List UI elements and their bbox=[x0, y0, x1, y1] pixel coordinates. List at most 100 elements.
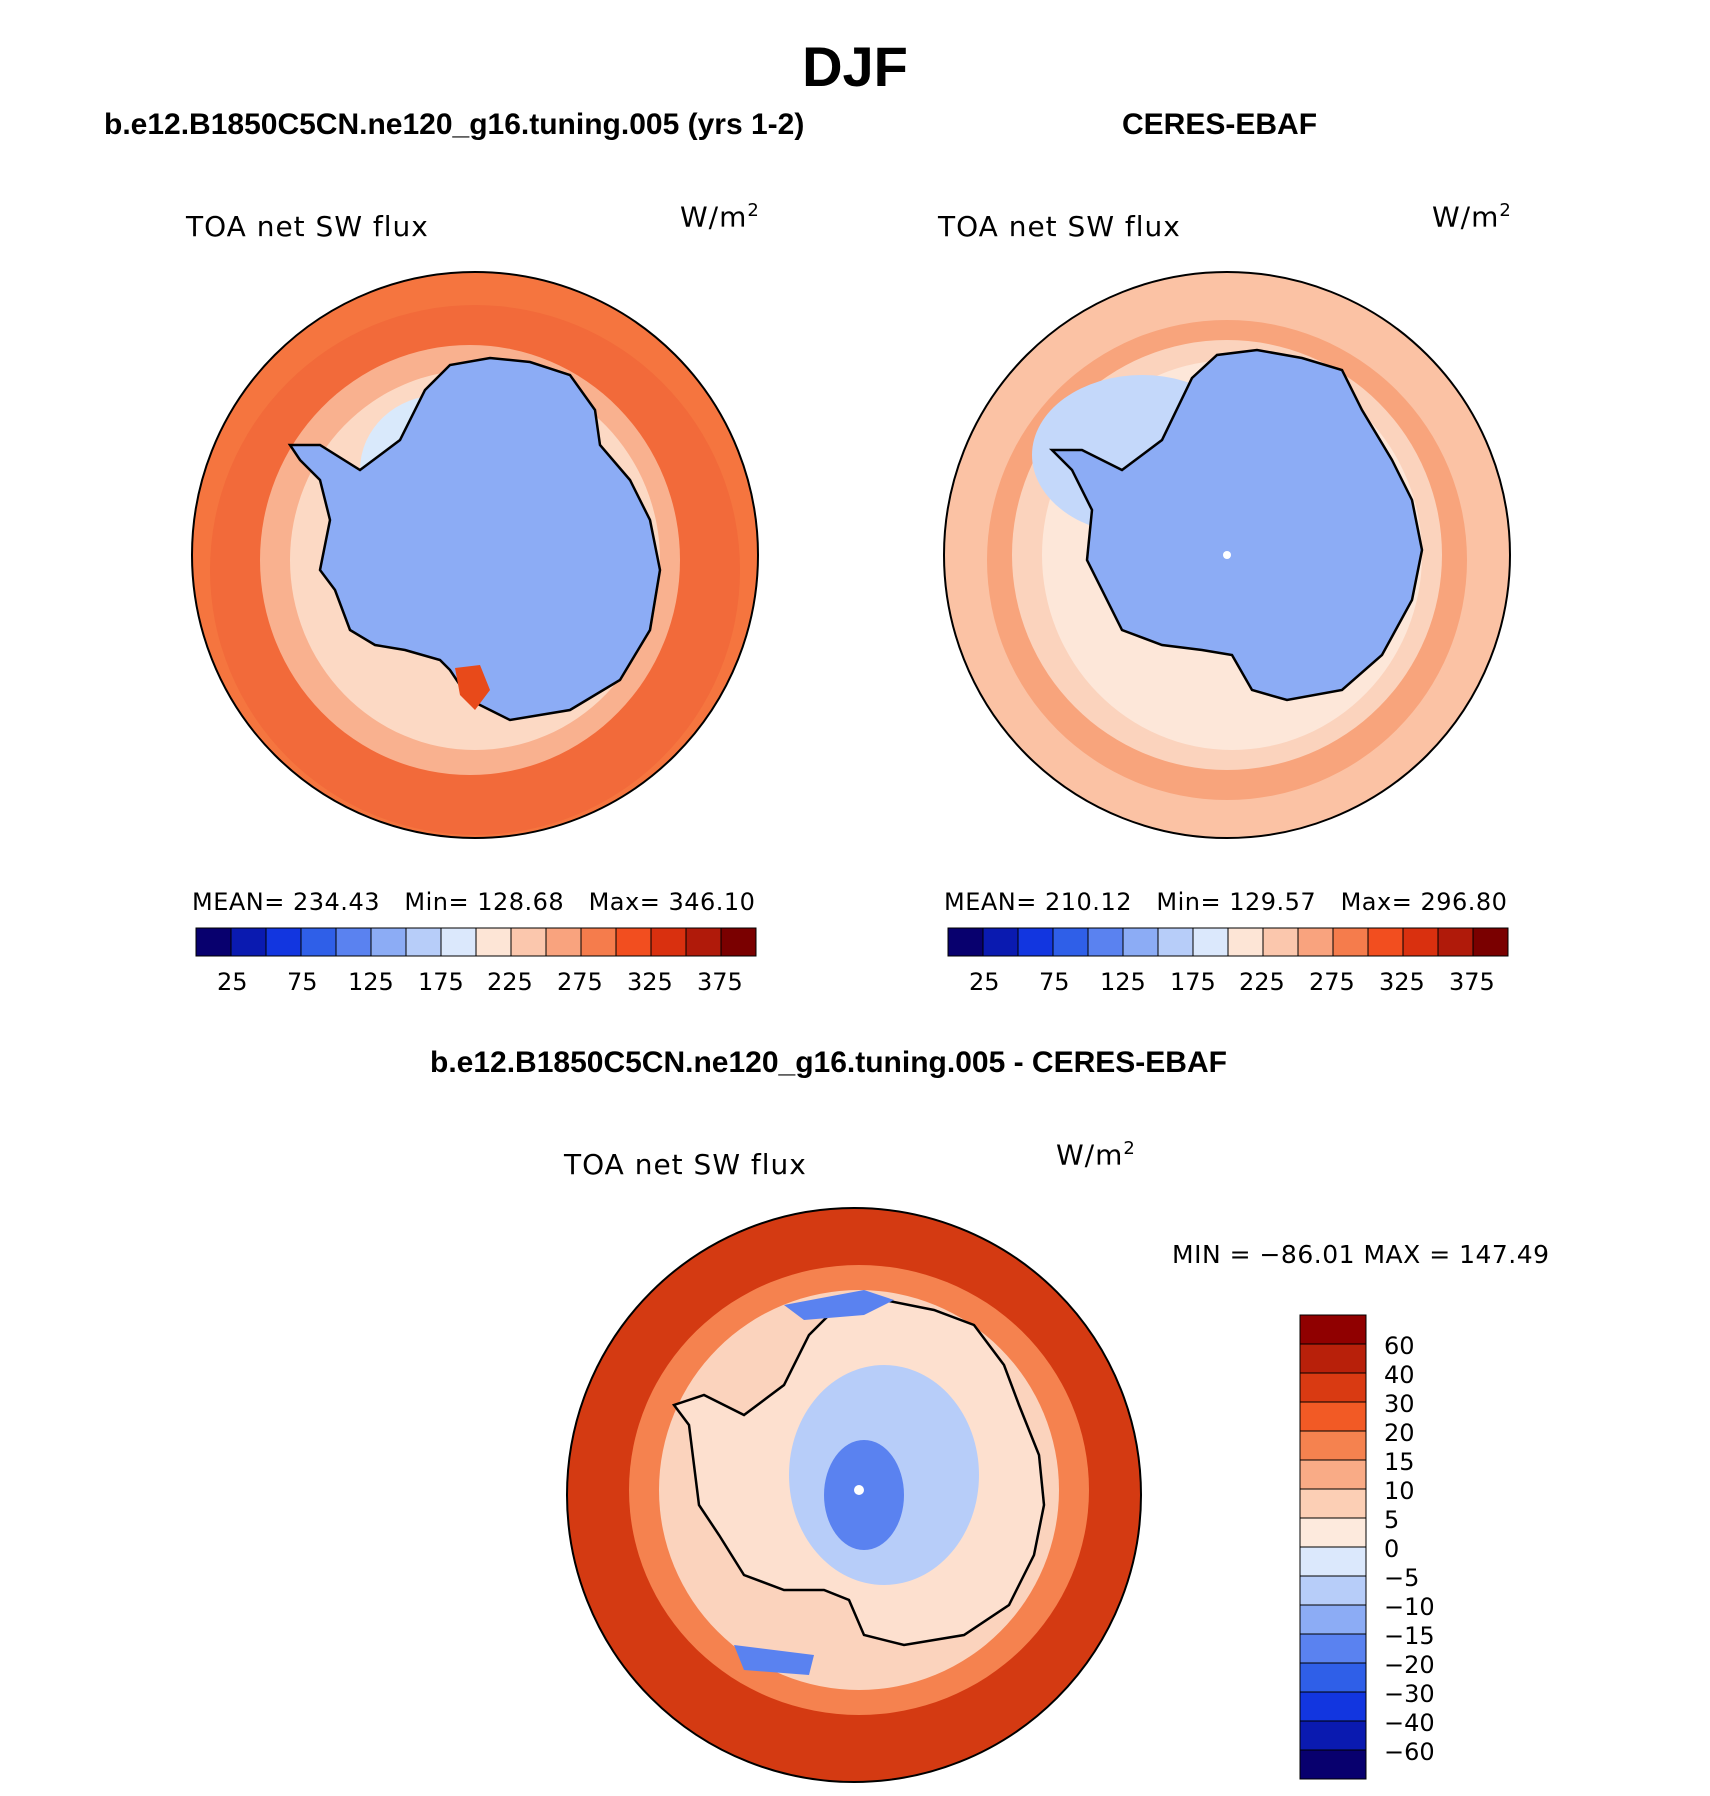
colorbar-swatch bbox=[1297, 927, 1334, 957]
colorbar-swatch bbox=[1299, 1662, 1367, 1693]
colorbar-swatch bbox=[1299, 1720, 1367, 1751]
panel1-colorbar-ticks: 25 75 125 175 225 275 325 375 bbox=[196, 968, 756, 998]
panel1-tick: 125 bbox=[348, 968, 394, 996]
colorbar-swatch bbox=[947, 927, 984, 957]
diff-legend-label: −40 bbox=[1384, 1709, 1435, 1737]
diff-legend-label: 20 bbox=[1384, 1419, 1415, 1447]
panel2-tick: 225 bbox=[1239, 968, 1285, 996]
colorbar-swatch bbox=[510, 927, 547, 957]
panel2-tick: 25 bbox=[969, 968, 1000, 996]
panel1-variable-label: TOA net SW flux bbox=[186, 210, 429, 243]
colorbar-swatch bbox=[1299, 1633, 1367, 1664]
panel1-tick: 375 bbox=[697, 968, 743, 996]
colorbar-swatch bbox=[1367, 927, 1404, 957]
colorbar-swatch bbox=[615, 927, 652, 957]
colorbar-swatch bbox=[1472, 927, 1509, 957]
panel2-tick: 325 bbox=[1379, 968, 1425, 996]
colorbar-swatch bbox=[1402, 927, 1439, 957]
colorbar-swatch bbox=[685, 927, 722, 957]
panel1-map bbox=[191, 271, 759, 839]
diff-units-label: W/m2 bbox=[1056, 1138, 1136, 1172]
diff-legend-label: 60 bbox=[1384, 1332, 1415, 1360]
diff-ross-blue bbox=[734, 1645, 814, 1675]
panel2-map bbox=[943, 271, 1511, 839]
panel1-case-title: b.e12.B1850C5CN.ne120_g16.tuning.005 (yr… bbox=[104, 108, 805, 141]
panel1-ross-hot bbox=[455, 665, 490, 710]
diff-legend-label: −60 bbox=[1384, 1738, 1435, 1766]
diff-pole-marker bbox=[854, 1485, 864, 1495]
colorbar-swatch bbox=[1437, 927, 1474, 957]
colorbar-swatch bbox=[370, 927, 407, 957]
colorbar-swatch bbox=[405, 927, 442, 957]
diff-colorbar-labels: 60 40 30 20 15 10 5 0 −5 −10 −15 −20 −30… bbox=[1384, 1315, 1504, 1779]
panel1-tick: 175 bbox=[418, 968, 464, 996]
diff-min-max: MIN = −86.01 MAX = 147.49 bbox=[1172, 1240, 1550, 1269]
diff-colorbar bbox=[1299, 1314, 1367, 1780]
panel2-tick: 75 bbox=[1039, 968, 1070, 996]
diff-ice-edge-blue bbox=[784, 1290, 894, 1320]
colorbar-swatch bbox=[1299, 1372, 1367, 1403]
diff-legend-label: 15 bbox=[1384, 1448, 1415, 1476]
diff-variable-label: TOA net SW flux bbox=[564, 1148, 807, 1181]
colorbar-swatch bbox=[1299, 1314, 1367, 1345]
panel2-antarctica bbox=[1048, 348, 1424, 702]
colorbar-swatch bbox=[1087, 927, 1124, 957]
diff-legend-label: 10 bbox=[1384, 1477, 1415, 1505]
colorbar-swatch bbox=[720, 927, 757, 957]
panel2-tick: 175 bbox=[1170, 968, 1216, 996]
panel1-colorbar bbox=[195, 927, 757, 957]
diff-legend-label: −20 bbox=[1384, 1651, 1435, 1679]
colorbar-swatch bbox=[1052, 927, 1089, 957]
panel1-tick: 75 bbox=[287, 968, 318, 996]
colorbar-swatch bbox=[1332, 927, 1369, 957]
colorbar-swatch bbox=[1299, 1517, 1367, 1548]
figure-title: DJF bbox=[802, 35, 908, 98]
colorbar-swatch bbox=[1299, 1488, 1367, 1519]
diff-legend-label: −10 bbox=[1384, 1593, 1435, 1621]
panel2-tick: 275 bbox=[1309, 968, 1355, 996]
panel1-tick: 25 bbox=[217, 968, 248, 996]
panel2-tick: 125 bbox=[1100, 968, 1146, 996]
colorbar-swatch bbox=[1299, 1343, 1367, 1374]
diff-legend-label: −15 bbox=[1384, 1622, 1435, 1650]
colorbar-swatch bbox=[1299, 1401, 1367, 1432]
panel2-units-label: W/m2 bbox=[1432, 200, 1512, 234]
panel2-variable-label: TOA net SW flux bbox=[938, 210, 1181, 243]
colorbar-swatch bbox=[335, 927, 372, 957]
colorbar-swatch bbox=[1299, 1604, 1367, 1635]
panel1-tick: 225 bbox=[487, 968, 533, 996]
colorbar-swatch bbox=[1122, 927, 1159, 957]
colorbar-swatch bbox=[1192, 927, 1229, 957]
diff-map bbox=[566, 1207, 1142, 1783]
panel2-tick: 375 bbox=[1449, 968, 1495, 996]
panel2-colorbar bbox=[947, 927, 1509, 957]
colorbar-swatch bbox=[545, 927, 582, 957]
colorbar-swatch bbox=[230, 927, 267, 957]
panel1-tick: 325 bbox=[627, 968, 673, 996]
diff-legend-label: −30 bbox=[1384, 1680, 1435, 1708]
panel2-pole-marker bbox=[1223, 551, 1231, 559]
colorbar-swatch bbox=[195, 927, 232, 957]
colorbar-swatch bbox=[265, 927, 302, 957]
colorbar-swatch bbox=[300, 927, 337, 957]
colorbar-swatch bbox=[1157, 927, 1194, 957]
diff-legend-label: 5 bbox=[1384, 1506, 1400, 1534]
panel1-units-label: W/m2 bbox=[680, 200, 760, 234]
diff-interior-deep-blue bbox=[824, 1440, 904, 1550]
colorbar-swatch bbox=[440, 927, 477, 957]
diff-legend-label: 0 bbox=[1384, 1535, 1400, 1563]
panel1-tick: 275 bbox=[557, 968, 603, 996]
panel2-case-title: CERES-EBAF bbox=[1122, 108, 1318, 141]
panel1-stats: MEAN= 234.43 Min= 128.68 Max= 346.10 bbox=[192, 888, 756, 916]
diff-legend-label: 40 bbox=[1384, 1361, 1415, 1389]
panel2-colorbar-ticks: 25 75 125 175 225 275 325 375 bbox=[948, 968, 1508, 998]
panel2-stats: MEAN= 210.12 Min= 129.57 Max= 296.80 bbox=[944, 888, 1508, 916]
diff-title: b.e12.B1850C5CN.ne120_g16.tuning.005 - C… bbox=[430, 1046, 1227, 1079]
colorbar-swatch bbox=[650, 927, 687, 957]
colorbar-swatch bbox=[982, 927, 1019, 957]
colorbar-swatch bbox=[1299, 1430, 1367, 1461]
colorbar-swatch bbox=[1299, 1546, 1367, 1577]
colorbar-swatch bbox=[1299, 1691, 1367, 1722]
colorbar-swatch bbox=[1227, 927, 1264, 957]
colorbar-swatch bbox=[1299, 1459, 1367, 1490]
